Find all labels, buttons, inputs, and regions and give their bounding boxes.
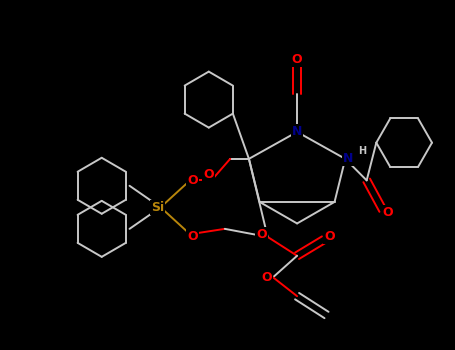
Text: O: O	[261, 271, 272, 284]
Text: N: N	[343, 152, 353, 165]
Text: O: O	[203, 168, 214, 182]
Text: O: O	[383, 206, 394, 219]
Text: N: N	[292, 125, 302, 138]
Text: O: O	[187, 230, 198, 243]
Text: Si: Si	[152, 201, 164, 214]
Text: O: O	[292, 53, 303, 66]
Text: O: O	[256, 228, 267, 241]
Text: O: O	[324, 230, 334, 243]
Text: H: H	[359, 146, 366, 156]
Text: O: O	[187, 174, 198, 187]
